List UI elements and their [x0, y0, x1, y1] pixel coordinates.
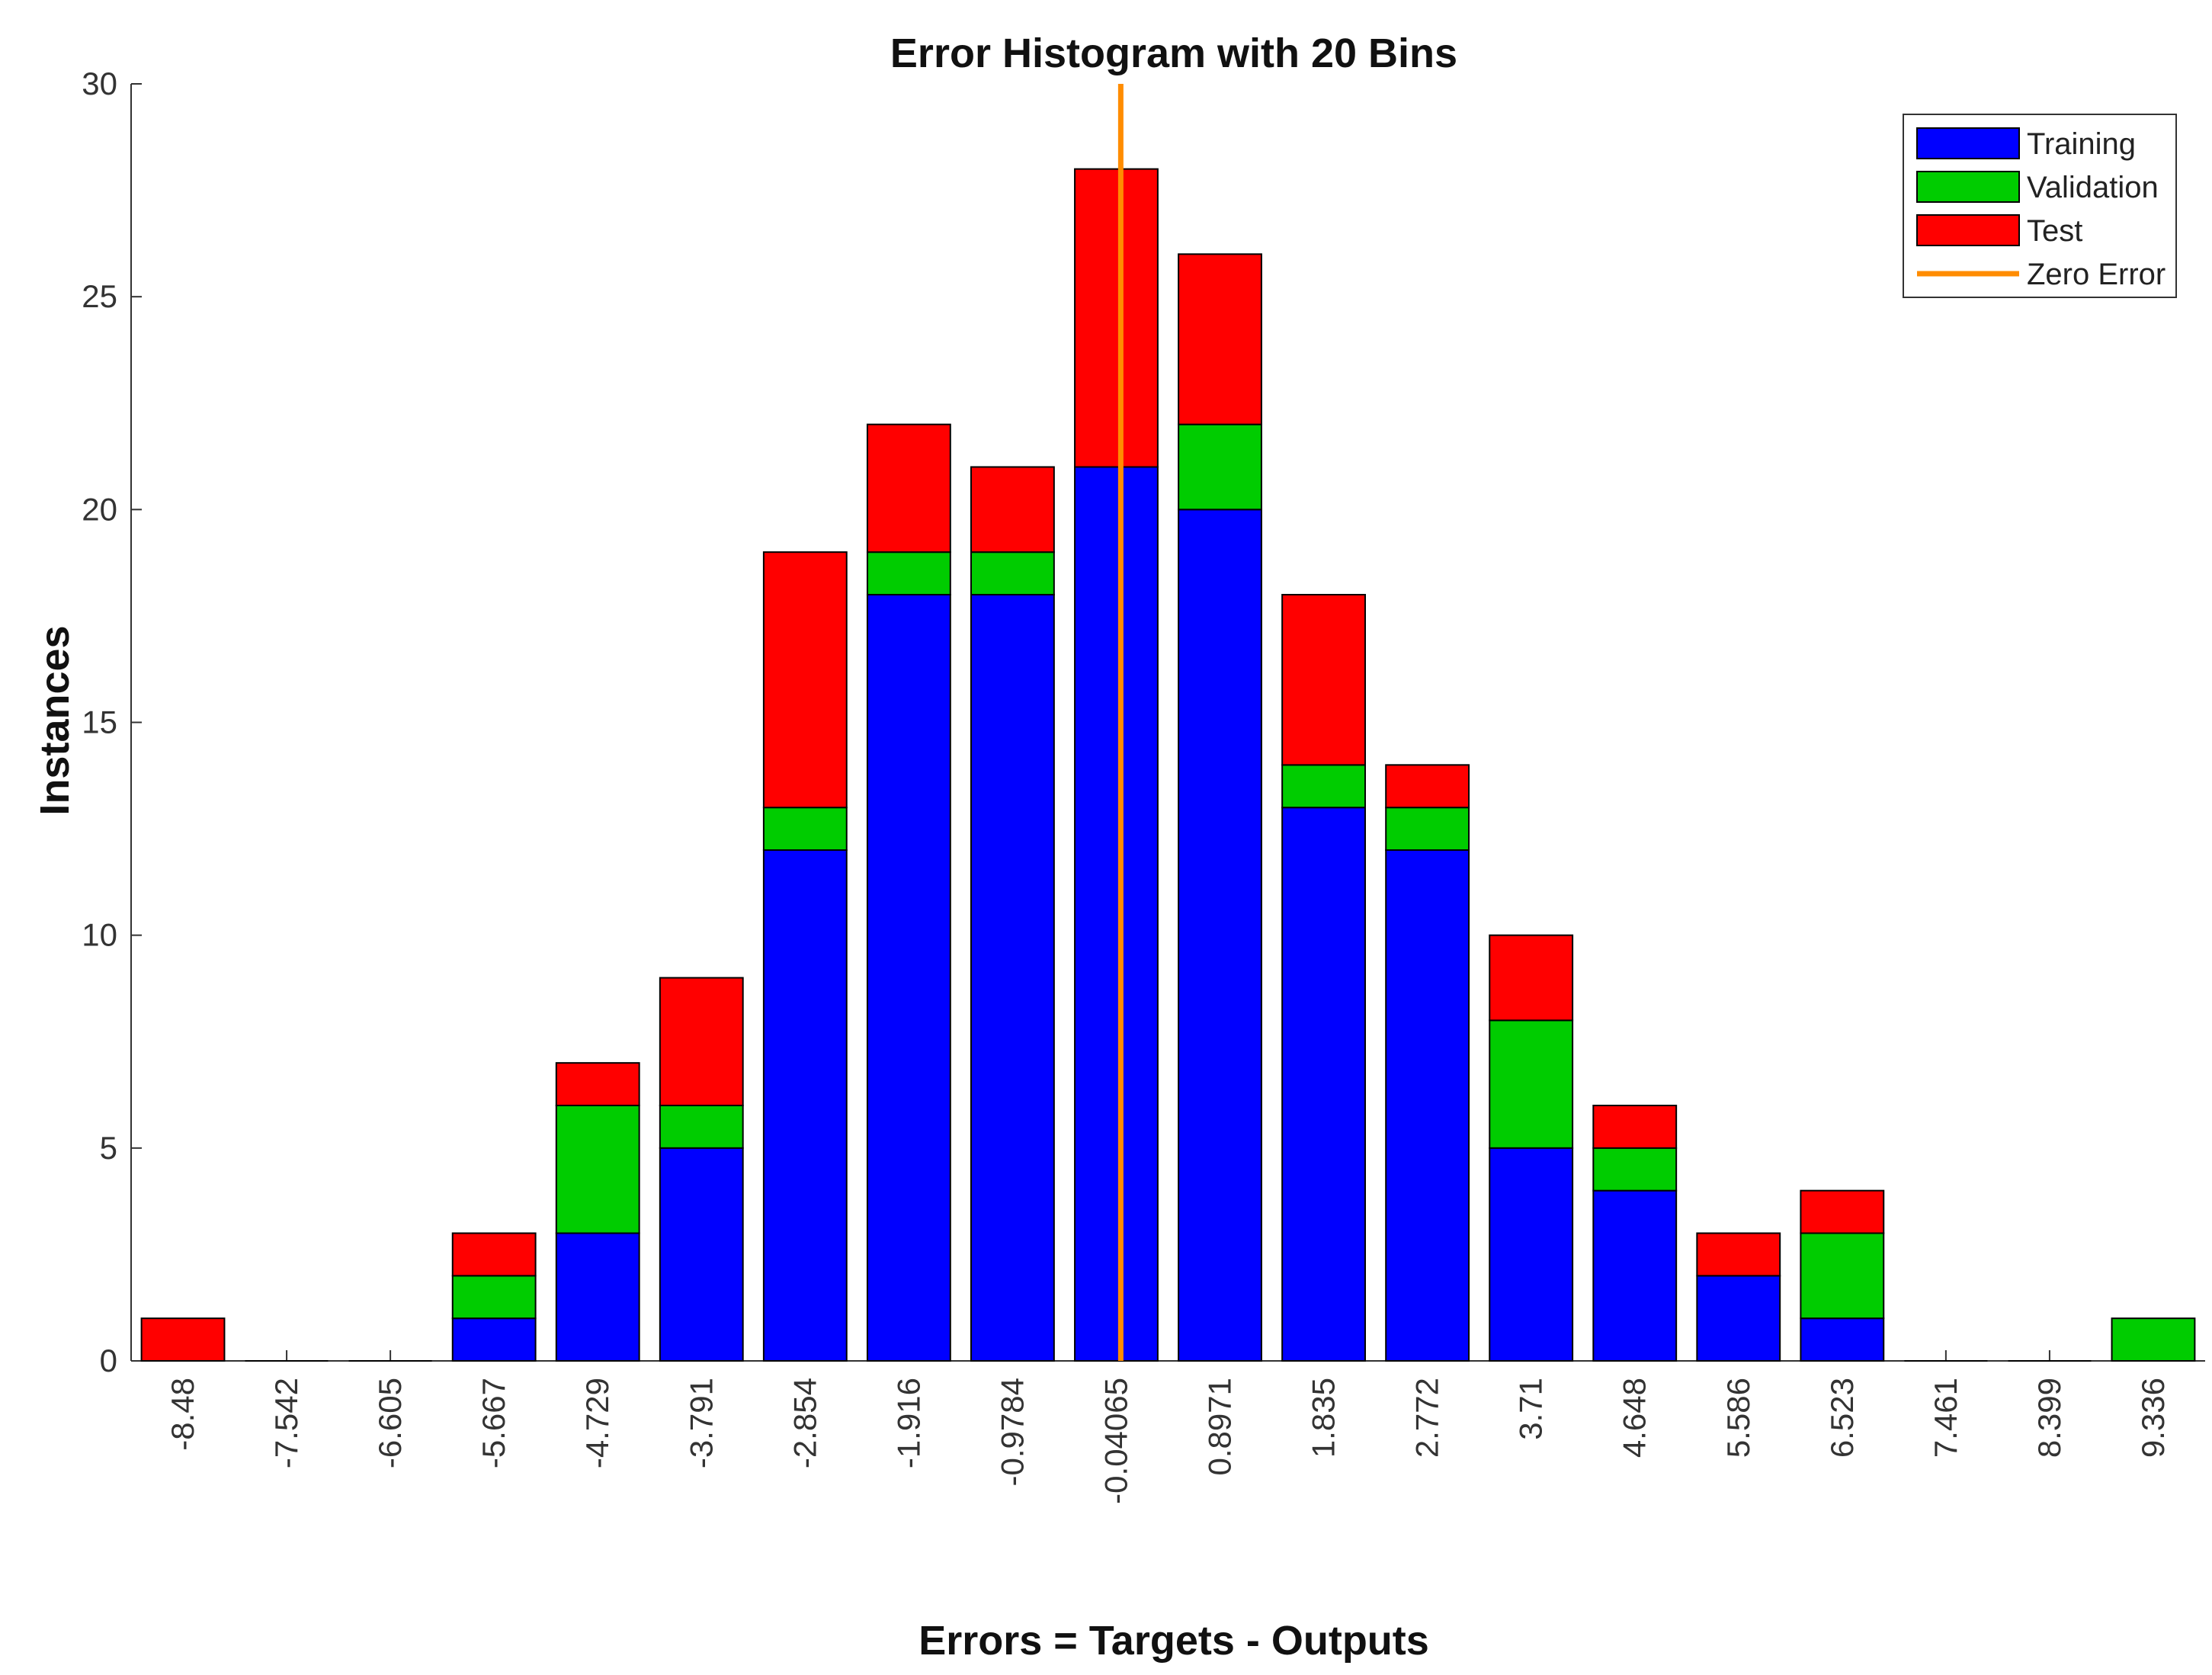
x-axis-label: Errors = Targets - Outputs — [918, 1618, 1429, 1664]
bar-training-15 — [1592, 1189, 1678, 1362]
bar-validation-12 — [1281, 764, 1366, 809]
x-tick-label: -8.48 — [165, 1378, 200, 1451]
plot-area: 0 5 10 15 20 25 30 -8.48 -7.542 -6.605 -5.667 -4.72… — [82, 66, 2205, 1504]
bar-test-6 — [659, 977, 744, 1106]
bar-training-11 — [1178, 509, 1262, 1362]
y-tick-label: 0 — [100, 1343, 117, 1378]
bar-test-1 — [140, 1317, 226, 1362]
y-tick-label: 5 — [100, 1130, 117, 1166]
x-tick-label: 7.461 — [1928, 1378, 1964, 1458]
bar-validation-13 — [1385, 807, 1470, 851]
y-axis-label: Instances — [32, 625, 78, 815]
chart-title: Error Histogram with 20 Bins — [890, 30, 1457, 76]
y-tick-label: 15 — [82, 704, 117, 740]
bar-test-14 — [1489, 934, 1574, 1022]
legend: Training Validation Test Zero Error — [1903, 114, 2177, 298]
y-tick-label: 30 — [82, 66, 117, 101]
bar-training-5 — [555, 1232, 640, 1362]
bar-test-17 — [1800, 1189, 1885, 1234]
bar-test-7 — [762, 551, 848, 809]
legend-label-training: Training — [2027, 127, 2136, 161]
bar-validation-9 — [970, 551, 1055, 596]
bar-test-12 — [1281, 594, 1366, 766]
bar-test-9 — [970, 466, 1055, 554]
legend-label-zero-error: Zero Error — [2027, 258, 2166, 291]
legend-label-validation: Validation — [2027, 171, 2159, 204]
bar-validation-4 — [451, 1275, 537, 1320]
x-tick-label: -0.04065 — [1098, 1378, 1133, 1504]
bar-test-15 — [1592, 1105, 1678, 1149]
bar-validation-15 — [1592, 1147, 1678, 1192]
legend-label-test: Test — [2027, 214, 2082, 248]
bar-validation-11 — [1178, 423, 1262, 511]
x-tick-label: 2.772 — [1409, 1378, 1445, 1458]
bar-validation-8 — [866, 551, 951, 596]
x-tick-label: 8.399 — [2031, 1378, 2067, 1458]
x-tick-label: -1.916 — [890, 1378, 926, 1468]
x-tick-label: -4.729 — [579, 1378, 615, 1468]
bar-validation-20 — [2111, 1317, 2196, 1362]
bar-test-10 — [1074, 168, 1159, 468]
bar-validation-7 — [762, 807, 848, 851]
x-tick-label: 3.71 — [1513, 1378, 1549, 1440]
bar-validation-17 — [1800, 1232, 1885, 1320]
bar-validation-6 — [659, 1105, 744, 1149]
y-tick-label: 25 — [82, 278, 117, 314]
x-tick-label: 1.835 — [1306, 1378, 1342, 1458]
bar-validation-14 — [1489, 1019, 1574, 1149]
x-tick-label: -5.667 — [476, 1378, 511, 1468]
bar-test-5 — [555, 1062, 640, 1106]
x-tick-label: 4.648 — [1617, 1378, 1653, 1458]
x-tick-label: 5.586 — [1720, 1378, 1756, 1458]
bar-training-12 — [1281, 807, 1366, 1362]
y-tick-label: 20 — [82, 491, 117, 527]
x-tick-label: -0.9784 — [994, 1378, 1030, 1486]
bar-training-6 — [659, 1147, 744, 1362]
bar-validation-5 — [555, 1105, 640, 1234]
bar-test-16 — [1696, 1232, 1781, 1277]
legend-swatch-training — [1916, 127, 2020, 159]
x-tick-label: -7.542 — [268, 1378, 304, 1468]
x-tick-label: 6.523 — [1824, 1378, 1860, 1458]
x-tick-label: -3.791 — [683, 1378, 719, 1468]
x-tick-label: -6.605 — [372, 1378, 408, 1468]
bar-training-9 — [970, 594, 1055, 1362]
bar-training-17 — [1800, 1317, 1885, 1362]
legend-swatch-validation — [1916, 171, 2020, 203]
x-tick-label: -2.854 — [787, 1378, 822, 1468]
legend-swatch-test — [1916, 214, 2020, 246]
bar-training-16 — [1696, 1275, 1781, 1362]
bar-test-11 — [1178, 253, 1262, 425]
bar-training-13 — [1385, 849, 1470, 1362]
bar-training-8 — [866, 594, 951, 1362]
x-tick-label: 0.8971 — [1202, 1378, 1238, 1475]
x-tick-label: 9.336 — [2135, 1378, 2171, 1458]
bar-test-8 — [866, 423, 951, 554]
bar-training-10 — [1074, 466, 1159, 1362]
bar-training-4 — [451, 1317, 537, 1362]
bar-training-14 — [1489, 1147, 1574, 1362]
bar-test-13 — [1385, 764, 1470, 809]
bar-test-4 — [451, 1232, 537, 1277]
y-tick-label: 10 — [82, 917, 117, 953]
bar-training-7 — [762, 849, 848, 1362]
